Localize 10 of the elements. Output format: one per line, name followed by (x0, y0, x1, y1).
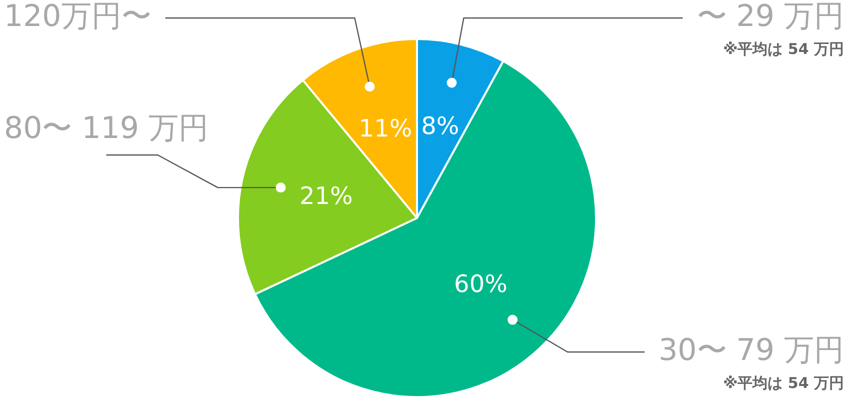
slice-label: 120万円〜 (4, 0, 152, 34)
data-label: 60% (454, 270, 508, 298)
slice-label: 30〜 79 万円 (658, 332, 844, 368)
data-label: 8% (421, 112, 460, 140)
slice-label: 80〜 119 万円 (4, 110, 209, 146)
data-label: 21% (299, 182, 353, 210)
data-label: 11% (358, 114, 412, 143)
text: ※平均は 54 万円 (723, 374, 844, 392)
slice-label: 〜 29 万円 (696, 0, 844, 34)
text: ※平均は 54 万円 (723, 40, 844, 58)
